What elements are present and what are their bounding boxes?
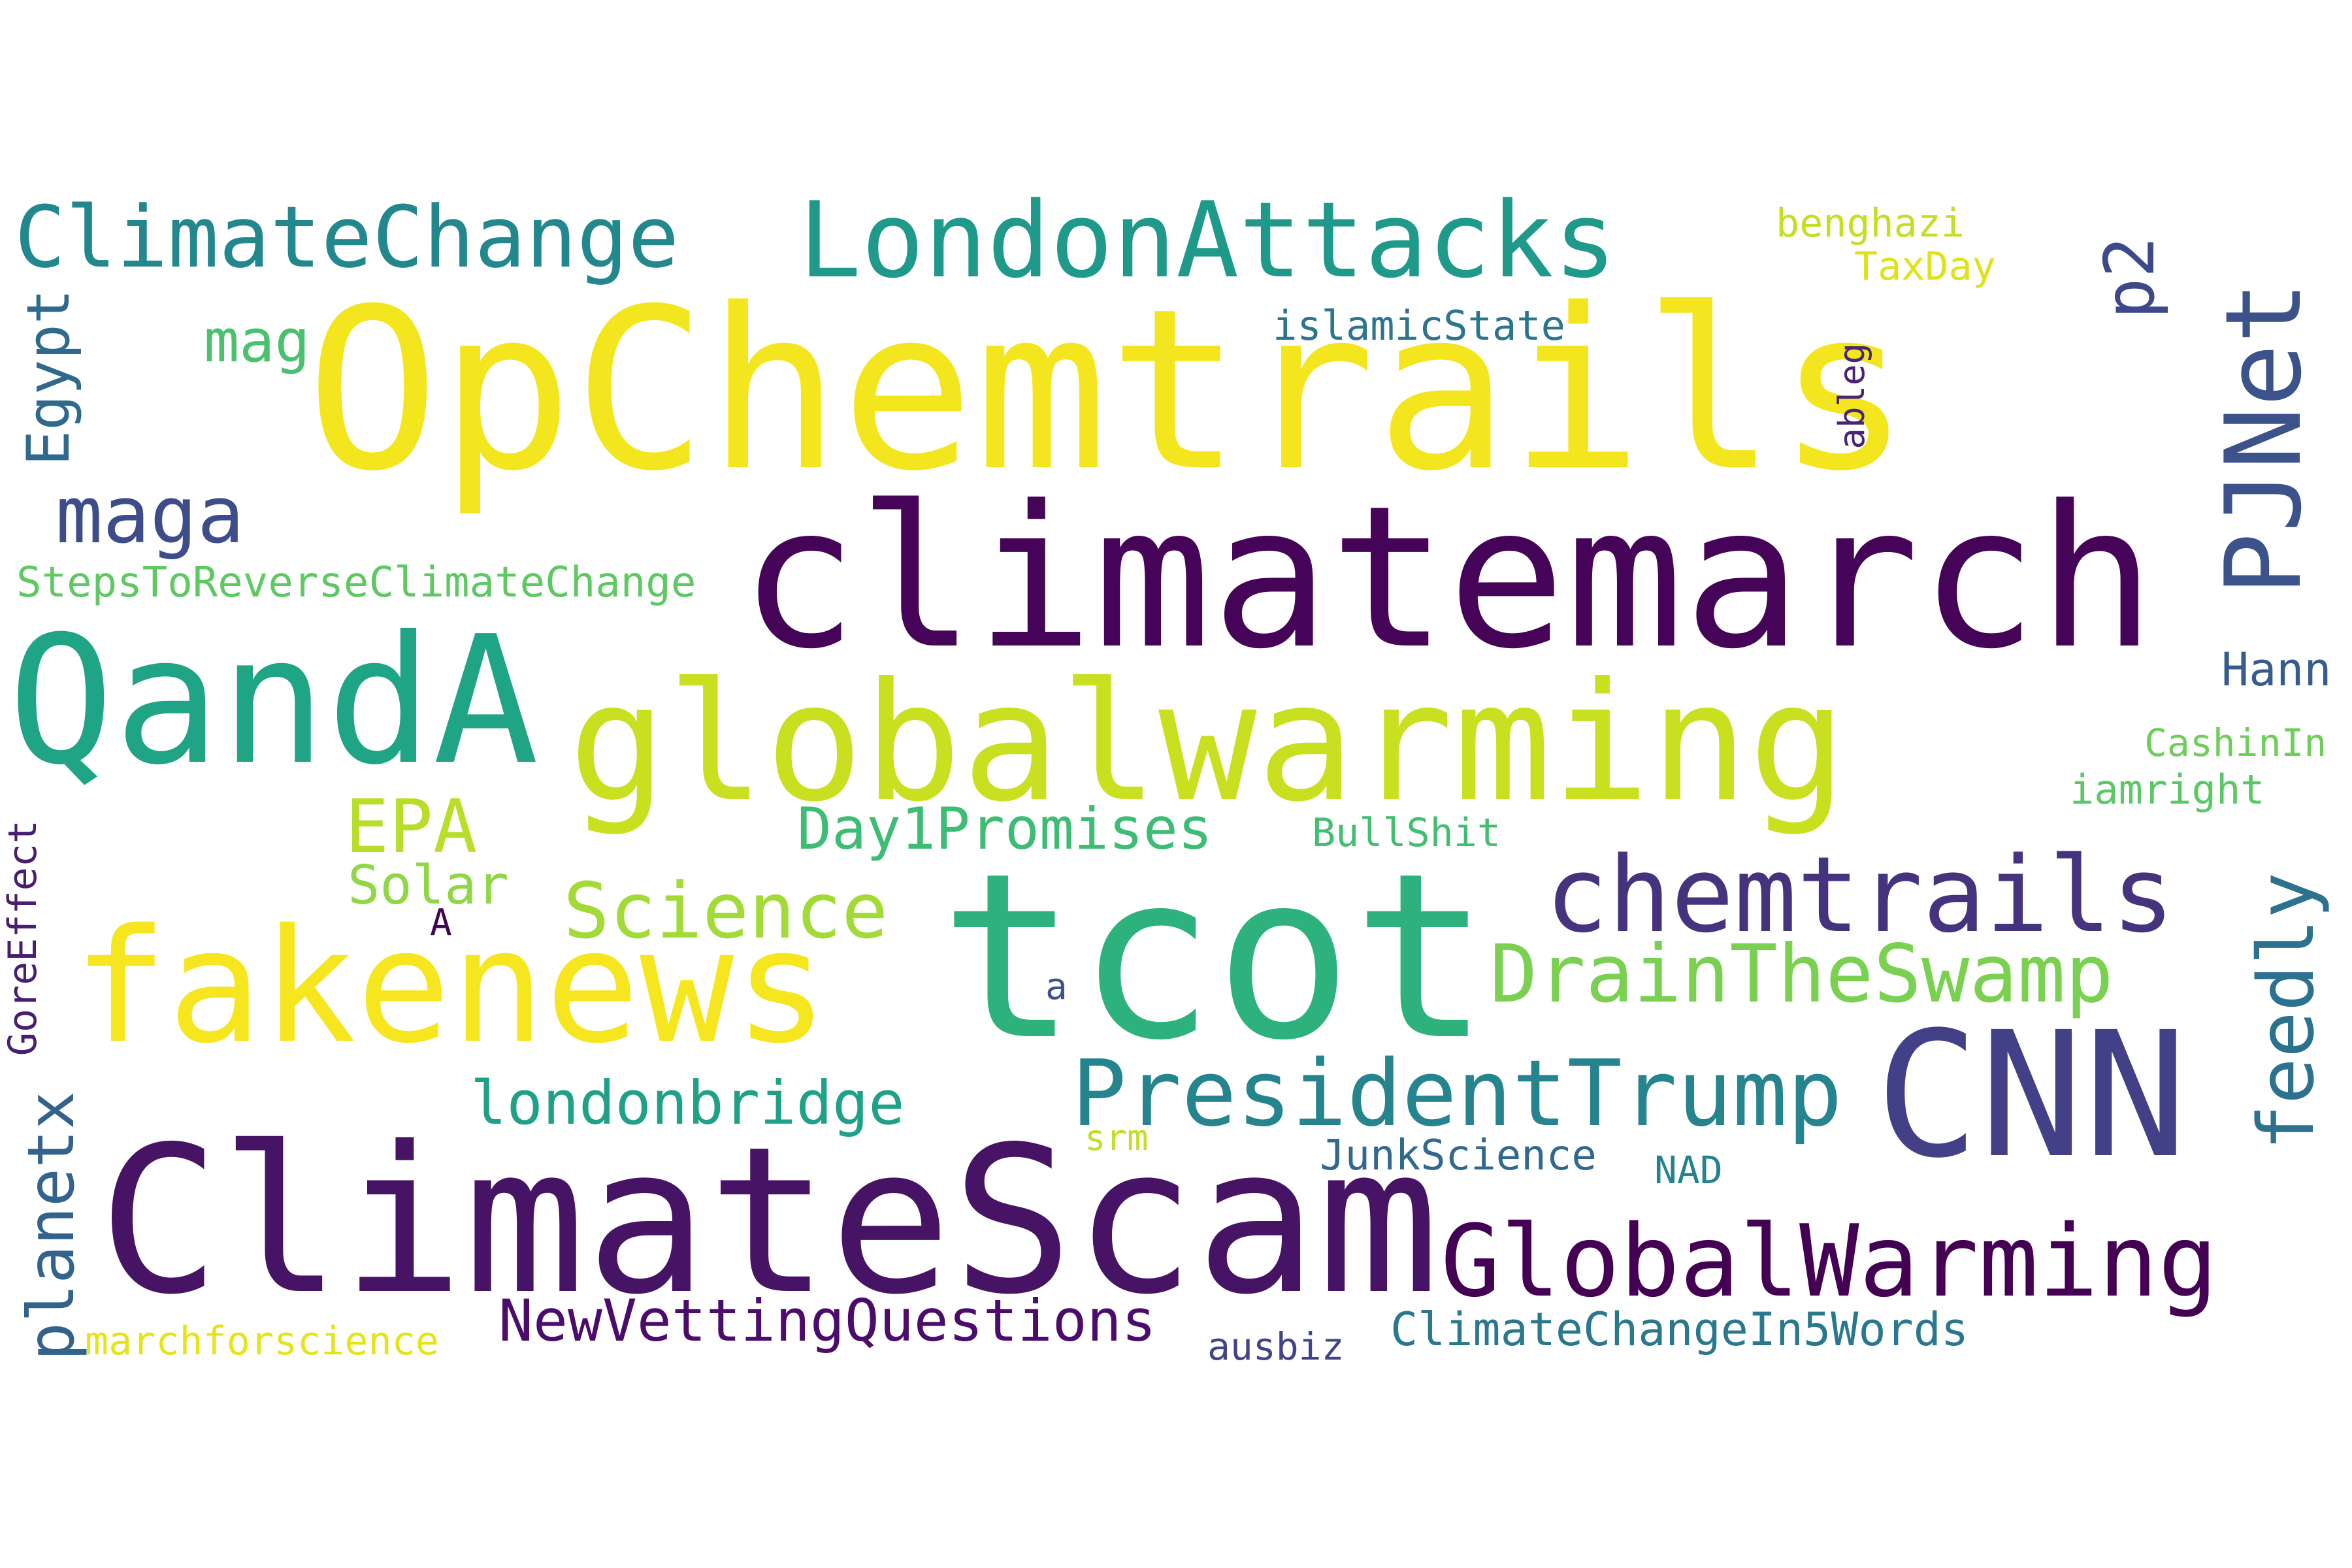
word-islamicstate: islamicState xyxy=(1273,302,1565,350)
word-cashinin: CashinIn xyxy=(2144,721,2327,765)
word-a-upper: A xyxy=(430,902,452,944)
word-nad: NAD xyxy=(1654,1148,1723,1192)
word-climatescam: ClimateScam xyxy=(98,1103,1439,1339)
word-qanda: QandA xyxy=(8,598,539,804)
word-p2: p2 xyxy=(2090,237,2170,319)
word-londonbridge: londonbridge xyxy=(470,1068,905,1138)
word-newvettingquestions: NewVettingQuestions xyxy=(498,1287,1156,1354)
word-presidenttrump: PresidentTrump xyxy=(1071,1041,1843,1147)
word-planetx: planetx xyxy=(14,1091,89,1362)
word-stepstoreverseclimatechange: StepsToReverseClimateChange xyxy=(16,559,696,607)
word-benghazi: benghazi xyxy=(1776,201,1965,246)
word-draintheswamp: DrainTheSwamp xyxy=(1490,928,2114,1021)
word-mag: mag xyxy=(204,307,310,376)
word-climatechange: ClimateChange xyxy=(14,188,679,287)
word-ableg: ableg xyxy=(1831,343,1872,449)
word-maga: maga xyxy=(56,470,244,561)
word-chemtrails: chemtrails xyxy=(1545,834,2175,956)
word-globalwarming: globalwarming xyxy=(568,647,1847,838)
word-marchforscience: marchforscience xyxy=(85,1318,439,1364)
word-taxday: TaxDay xyxy=(1854,244,1996,289)
word-globalwarming-cap: GlobalWarming xyxy=(1441,1203,2218,1319)
word-day1promises: Day1Promises xyxy=(797,795,1213,862)
word-egypt: Egypt xyxy=(14,289,83,466)
word-epa: EPA xyxy=(345,785,478,870)
word-pjnet: PJNet xyxy=(2202,281,2325,596)
word-ausbiz: ausbiz xyxy=(1207,1324,1345,1369)
word-opchemtrails: OpChemtrails xyxy=(306,261,1911,520)
word-londonattacks: LondonAttacks xyxy=(798,179,1617,301)
word-a-lower: a xyxy=(1045,966,1068,1008)
word-fakenews: fakenews xyxy=(73,895,828,1078)
word-bullshit: BullShit xyxy=(1312,810,1501,856)
word-climatechangein5words: ClimateChangeIn5Words xyxy=(1390,1303,1969,1356)
word-goreeffect: GoreEffect xyxy=(0,820,46,1056)
word-tcot: tcot xyxy=(939,824,1490,1090)
word-srm: srm xyxy=(1085,1117,1149,1158)
word-solar: Solar xyxy=(348,855,509,917)
word-science: Science xyxy=(563,866,889,956)
word-cnn: CNN xyxy=(1875,995,2188,1196)
word-hann: Hann xyxy=(2221,643,2332,696)
word-junkscience: JunkScience xyxy=(1320,1132,1597,1180)
word-feedly: feedly xyxy=(2241,872,2331,1151)
word-iamright: iamright xyxy=(2070,766,2265,813)
word-climatemarch: climatemarch xyxy=(740,464,2156,692)
